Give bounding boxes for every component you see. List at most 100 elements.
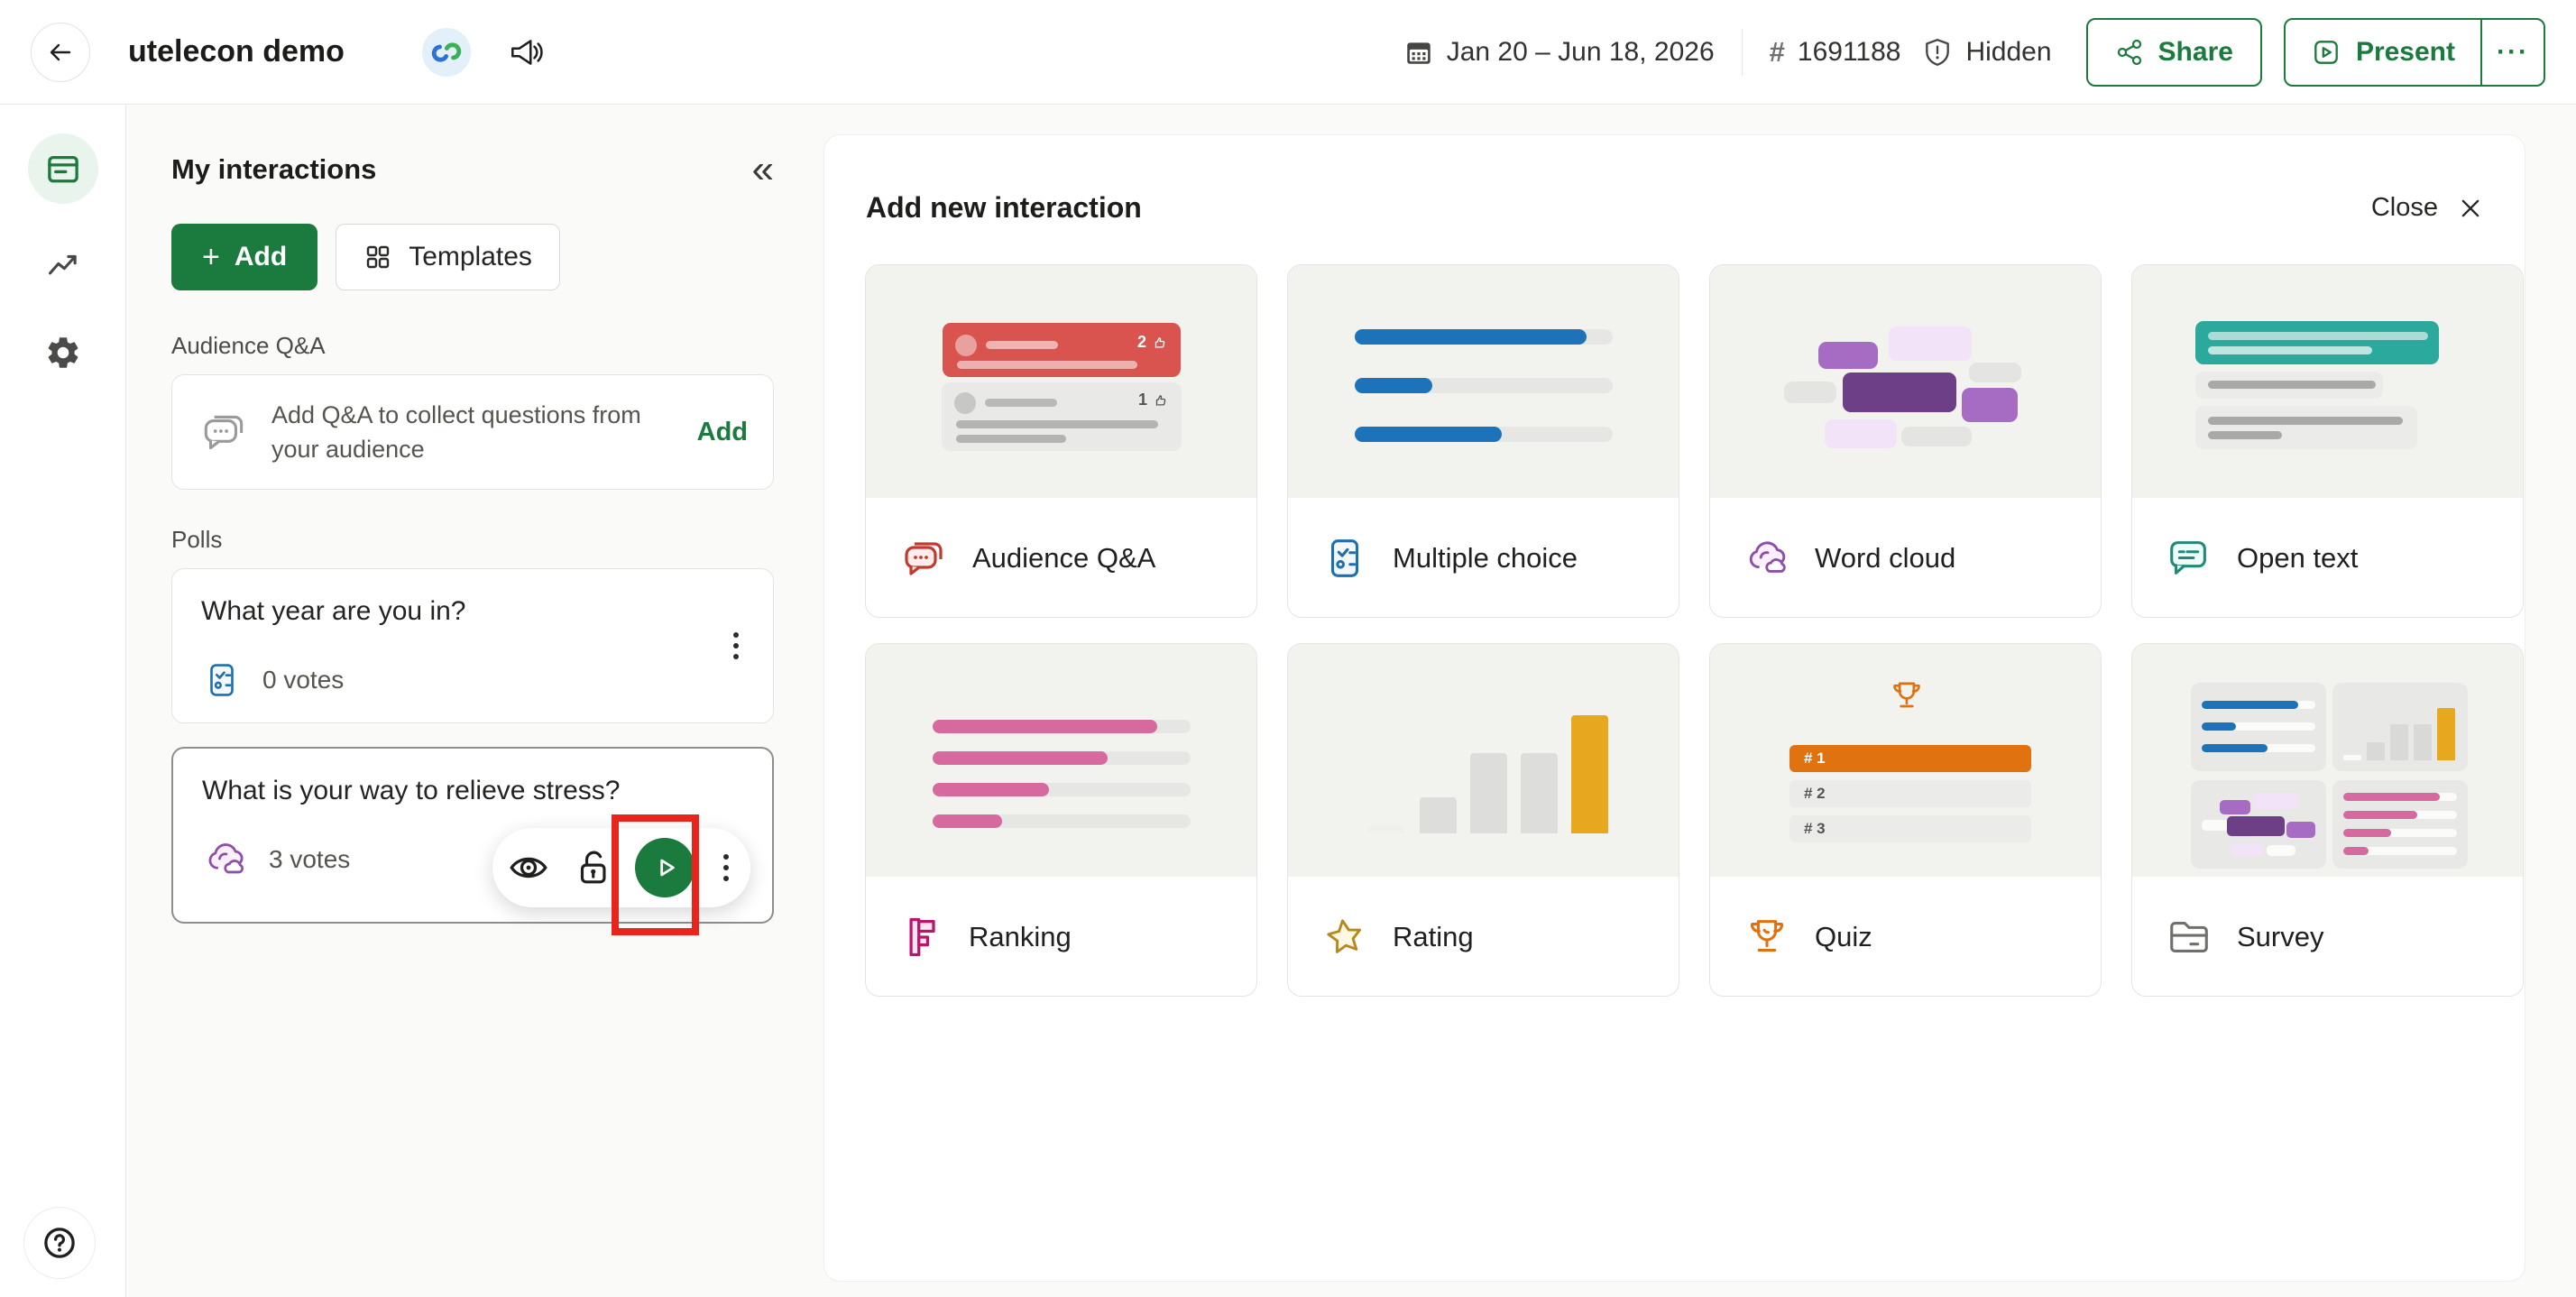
close-panel-button[interactable]: Close [2371, 193, 2483, 223]
multiple-choice-icon [201, 659, 243, 701]
tile-word-cloud[interactable]: Word cloud [1709, 264, 2102, 618]
help-button[interactable] [23, 1207, 96, 1279]
tile-open-text[interactable]: Open text [2131, 264, 2524, 618]
divider [1741, 28, 1743, 76]
play-icon [651, 852, 682, 883]
plus-icon: + [202, 240, 220, 274]
play-poll-button[interactable] [635, 838, 695, 897]
tile-label: Ranking [969, 920, 1072, 952]
panel-title: My interactions [171, 153, 377, 185]
sidebar [0, 105, 126, 1297]
visibility-status[interactable]: Hidden [1922, 36, 2052, 68]
tile-rating[interactable]: Rating [1287, 643, 1679, 997]
multiple-choice-icon [1320, 534, 1369, 583]
present-play-icon [2311, 37, 2341, 68]
interaction-tile-grid: 2 1 [865, 264, 2524, 997]
sidebar-item-settings[interactable] [44, 334, 82, 372]
tile-audience-qa[interactable]: 2 1 [865, 264, 1257, 618]
ranking-icon [898, 914, 945, 961]
tile-thumbnail [866, 644, 1256, 877]
date-range-text: Jan 20 – Jun 18, 2026 [1446, 36, 1715, 67]
add-label: Add [234, 242, 288, 271]
gear-icon [44, 334, 82, 372]
polls-section-label: Polls [171, 526, 223, 553]
interactions-icon [43, 149, 83, 189]
poll-menu-button[interactable] [726, 625, 746, 667]
arrow-left-icon [46, 38, 75, 67]
star-icon [1320, 913, 1369, 961]
calendar-icon [1403, 37, 1434, 68]
tile-thumbnail [2132, 265, 2523, 498]
share-icon [2115, 38, 2144, 67]
event-code-text: 1691188 [1797, 36, 1901, 67]
thumb-up-icon [1153, 392, 1169, 409]
thumb-up-icon [1152, 335, 1168, 351]
tile-label: Quiz [1815, 920, 1872, 952]
close-icon [2458, 196, 2483, 221]
poll-card-stress[interactable]: What is your way to relieve stress? 3 vo… [171, 747, 774, 924]
tile-thumbnail: # 1 # 2 # 3 [1710, 644, 2101, 877]
preview-eye-button[interactable] [507, 846, 550, 889]
lock-open-button[interactable] [572, 847, 613, 888]
trophy-icon [1743, 913, 1791, 961]
question-mark-icon [40, 1223, 79, 1263]
qa-empty-card: Add Q&A to collect questions from your a… [171, 374, 774, 490]
webex-logo-icon[interactable] [421, 27, 471, 77]
word-cloud-icon [1743, 534, 1791, 583]
collapse-panel-icon[interactable]: « [751, 147, 774, 191]
trending-up-icon [44, 247, 82, 285]
event-code: # 1691188 [1770, 36, 1901, 69]
hash-icon: # [1769, 35, 1785, 68]
sidebar-item-interactions[interactable] [27, 133, 98, 204]
sidebar-item-analytics[interactable] [44, 247, 82, 285]
tile-multiple-choice[interactable]: Multiple choice [1287, 264, 1679, 618]
tile-thumbnail [2132, 644, 2523, 877]
trophy-icon [1887, 676, 1927, 716]
tile-label: Survey [2237, 920, 2324, 952]
event-title: utelecon demo [128, 34, 345, 69]
folder-icon [2165, 913, 2213, 961]
quiz-rank-bar-2: # 2 [1789, 780, 2031, 807]
open-text-icon [2165, 534, 2213, 583]
grid-icon [363, 243, 392, 271]
quiz-rank-bar-1: # 1 [1789, 745, 2031, 772]
my-interactions-panel: My interactions « + Add Templates Audien… [171, 105, 774, 924]
like-count: 1 [1137, 391, 1147, 409]
poll-menu-button[interactable] [716, 847, 736, 888]
qa-add-link[interactable]: Add [696, 417, 748, 446]
tile-ranking[interactable]: Ranking [865, 643, 1257, 997]
poll-question: What year are you in? [201, 596, 466, 626]
like-count: 2 [1136, 333, 1146, 351]
chat-bubbles-icon [198, 406, 250, 458]
announcement-icon[interactable] [507, 33, 545, 71]
poll-votes: 3 votes [269, 845, 351, 873]
back-button[interactable] [31, 22, 90, 82]
app-header: utelecon demo Jan 20 – Jun 18, 2026 [0, 0, 2576, 105]
qa-prompt-text: Add Q&A to collect questions from your a… [271, 401, 641, 463]
quiz-rank-bar-3: # 3 [1789, 815, 2031, 842]
tile-label: Multiple choice [1393, 541, 1578, 574]
tile-label: Audience Q&A [972, 541, 1156, 574]
templates-button[interactable]: Templates [336, 224, 560, 290]
poll-question: What is your way to relieve stress? [202, 776, 621, 805]
present-button-group: Present ··· [2283, 17, 2545, 87]
tile-quiz[interactable]: # 1 # 2 # 3 Quiz [1709, 643, 2102, 997]
tile-label: Open text [2237, 541, 2359, 574]
event-dates: Jan 20 – Jun 18, 2026 [1403, 37, 1715, 68]
poll-card-year[interactable]: What year are you in? 0 votes [171, 568, 774, 723]
hidden-label: Hidden [1965, 36, 2052, 67]
present-button[interactable]: Present [2286, 20, 2480, 85]
word-cloud-icon [202, 836, 249, 883]
add-interaction-button[interactable]: + Add [171, 224, 318, 290]
tile-label: Word cloud [1815, 541, 1956, 574]
panel-title: Add new interaction [866, 191, 1142, 224]
present-more-button[interactable]: ··· [2480, 19, 2544, 85]
tile-label: Rating [1393, 920, 1474, 952]
share-label: Share [2157, 36, 2233, 67]
tile-thumbnail [1710, 265, 2101, 498]
tile-thumbnail [1288, 644, 1679, 877]
tile-survey[interactable]: Survey [2131, 643, 2524, 997]
tile-thumbnail [1288, 265, 1679, 498]
share-button[interactable]: Share [2085, 17, 2262, 87]
